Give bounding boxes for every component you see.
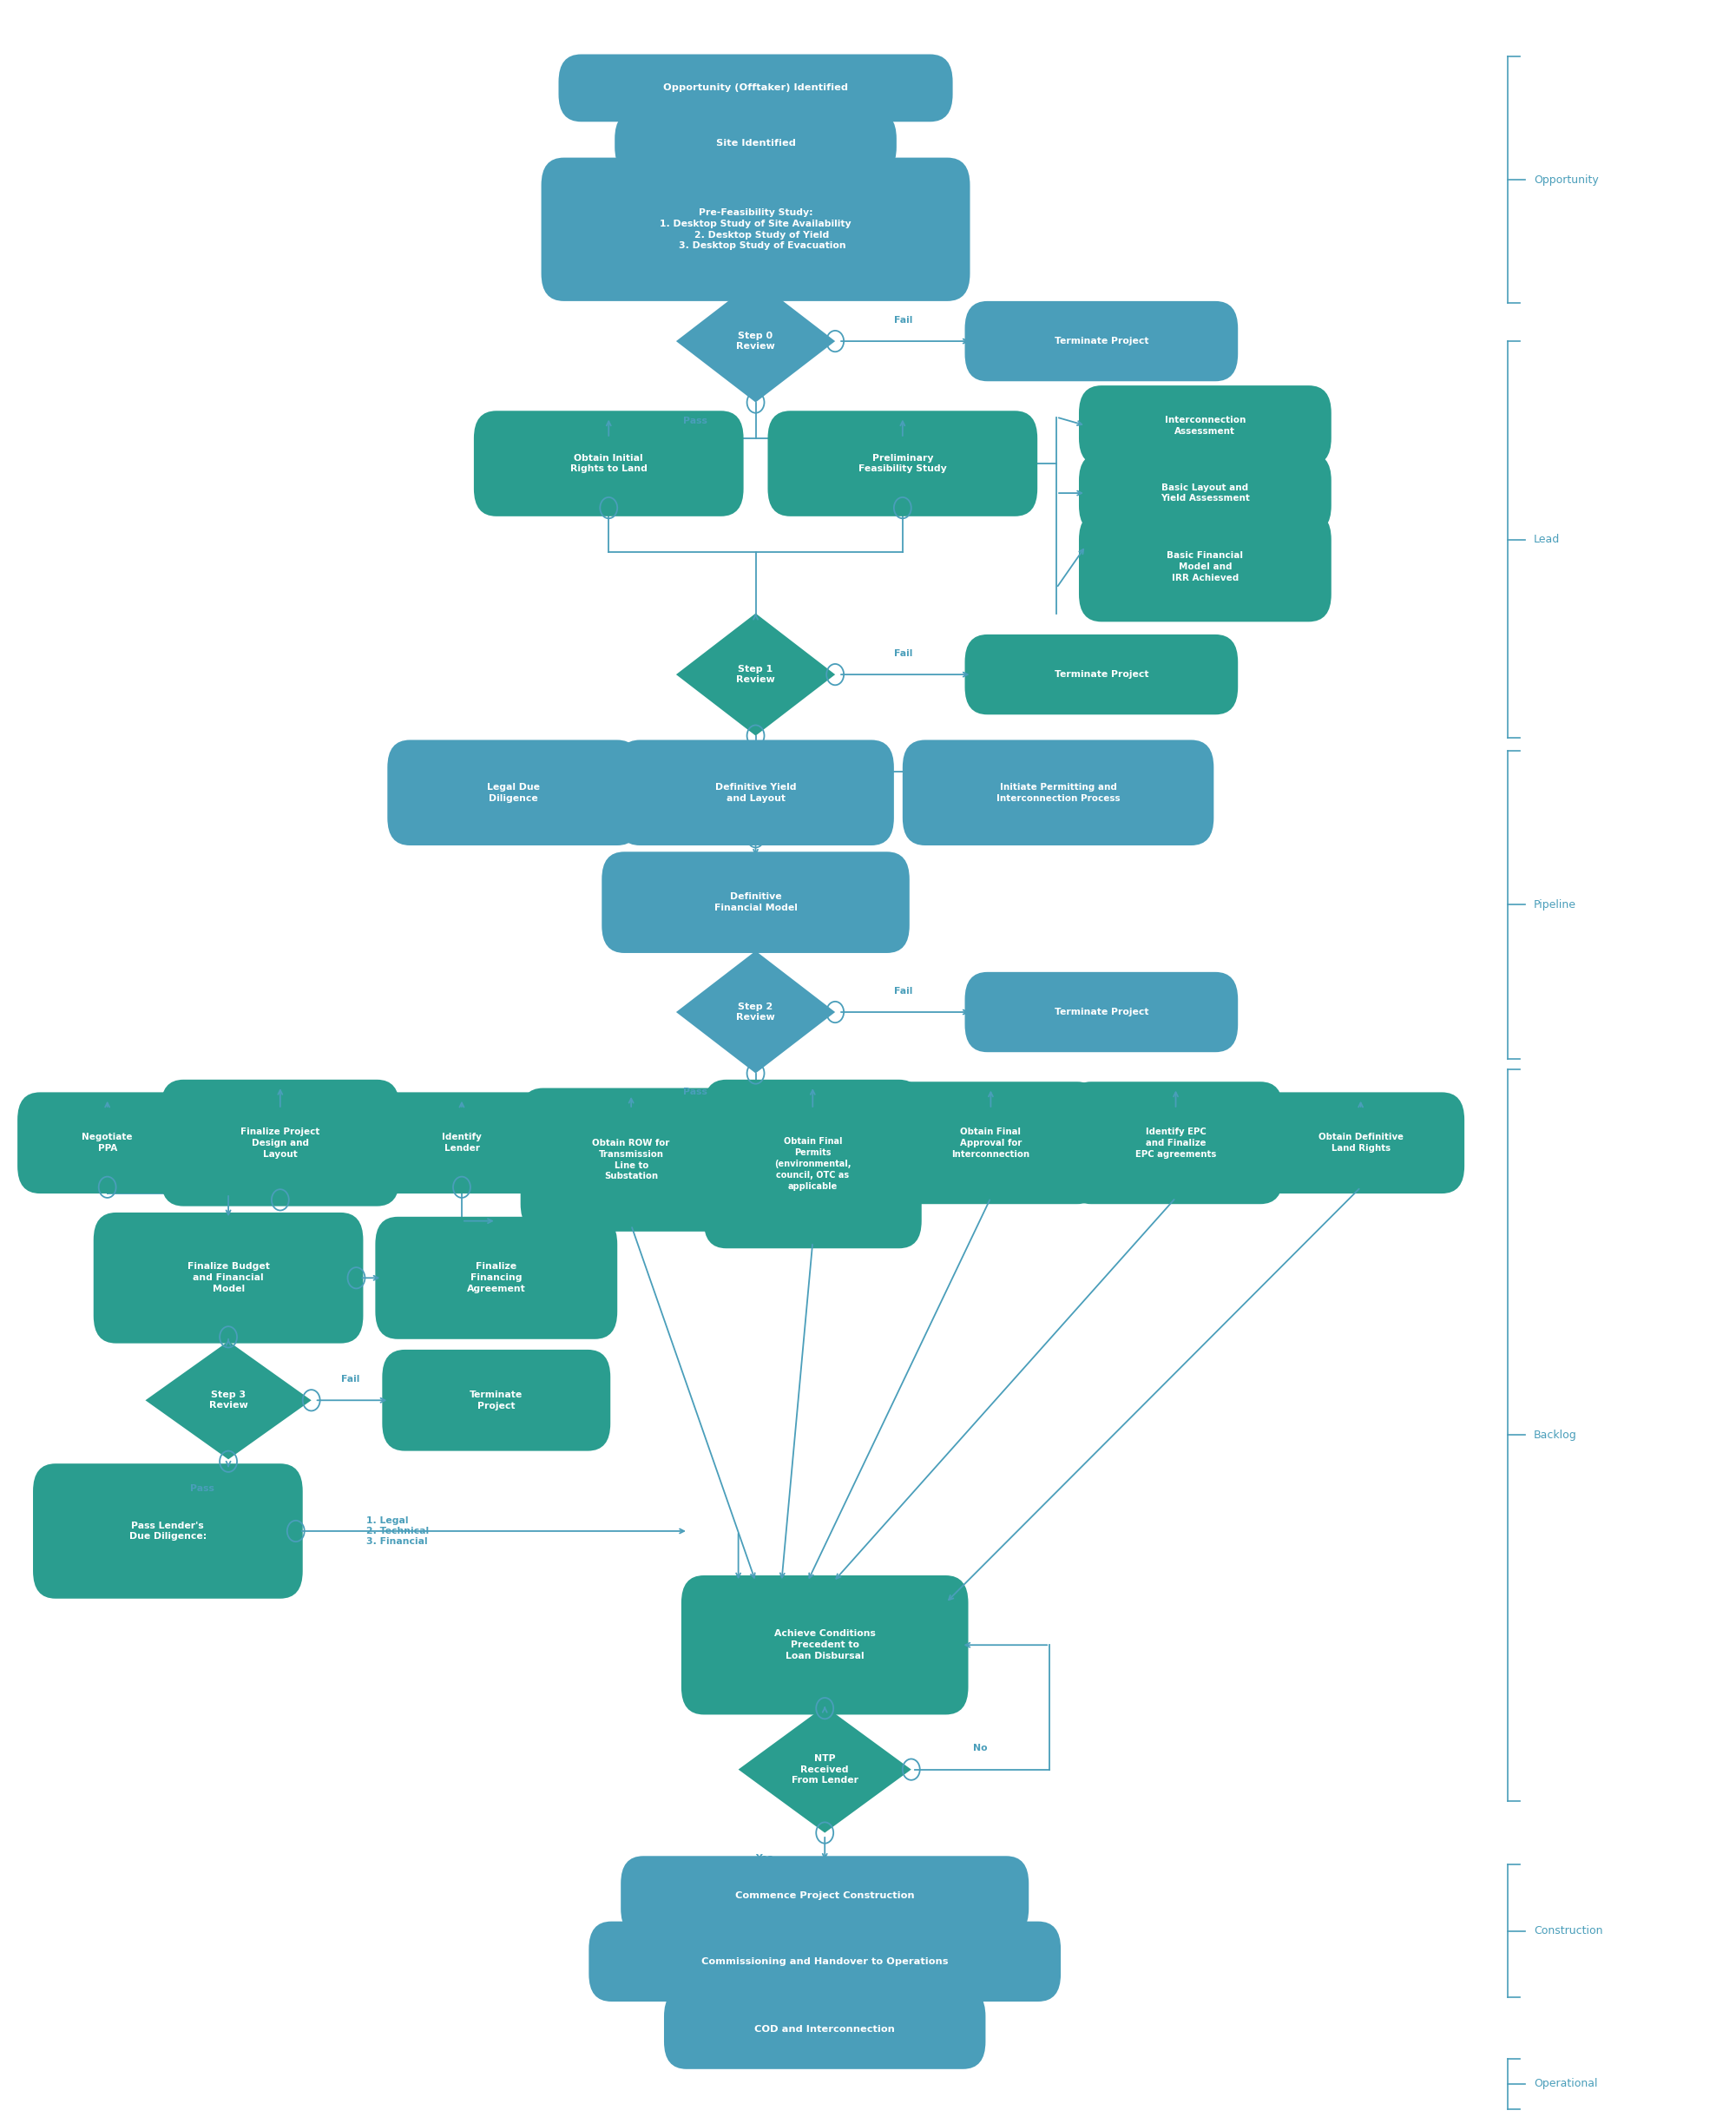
FancyBboxPatch shape bbox=[882, 1082, 1099, 1205]
Text: Pass: Pass bbox=[191, 1484, 215, 1492]
Text: Pre-Feasibility Study:
1. Desktop Study of Site Availability
    2. Desktop Stud: Pre-Feasibility Study: 1. Desktop Study … bbox=[660, 207, 851, 250]
FancyBboxPatch shape bbox=[703, 1080, 922, 1249]
Text: Yes: Yes bbox=[755, 1854, 773, 1863]
Text: Terminate Project: Terminate Project bbox=[1054, 1008, 1149, 1016]
Text: Pass Lender's
Due Diligence:: Pass Lender's Due Diligence: bbox=[128, 1522, 207, 1541]
FancyBboxPatch shape bbox=[618, 741, 894, 845]
Polygon shape bbox=[675, 279, 835, 402]
Text: Step 1
Review: Step 1 Review bbox=[736, 665, 774, 684]
FancyBboxPatch shape bbox=[663, 1988, 986, 2068]
Text: Construction: Construction bbox=[1533, 1924, 1602, 1937]
Text: Definitive Yield
and Layout: Definitive Yield and Layout bbox=[715, 783, 797, 802]
Text: Obtain ROW for
Transmission
Line to
Substation: Obtain ROW for Transmission Line to Subs… bbox=[592, 1139, 670, 1181]
FancyBboxPatch shape bbox=[965, 972, 1238, 1052]
Text: Identify
Lender: Identify Lender bbox=[443, 1133, 481, 1154]
Text: Step 0
Review: Step 0 Review bbox=[736, 332, 774, 351]
Text: Backlog: Backlog bbox=[1533, 1429, 1576, 1442]
Text: Pass: Pass bbox=[682, 1088, 707, 1097]
Text: Initiate Permitting and
Interconnection Process: Initiate Permitting and Interconnection … bbox=[996, 783, 1120, 802]
Text: Fail: Fail bbox=[894, 987, 913, 995]
Text: Fail: Fail bbox=[894, 315, 913, 324]
Text: Terminate
Project: Terminate Project bbox=[470, 1391, 523, 1410]
FancyBboxPatch shape bbox=[1257, 1092, 1465, 1194]
FancyBboxPatch shape bbox=[621, 1857, 1029, 1937]
Text: Negotiate
PPA: Negotiate PPA bbox=[82, 1133, 132, 1154]
Text: Terminate Project: Terminate Project bbox=[1054, 337, 1149, 345]
FancyBboxPatch shape bbox=[387, 741, 641, 845]
FancyBboxPatch shape bbox=[161, 1080, 399, 1207]
Text: Finalize Budget
and Financial
Model: Finalize Budget and Financial Model bbox=[187, 1262, 269, 1293]
Text: Interconnection
Assessment: Interconnection Assessment bbox=[1165, 415, 1246, 436]
Text: Step 2
Review: Step 2 Review bbox=[736, 1001, 774, 1023]
Text: Operational: Operational bbox=[1533, 2079, 1597, 2089]
FancyBboxPatch shape bbox=[767, 411, 1038, 517]
FancyBboxPatch shape bbox=[368, 1092, 556, 1194]
FancyBboxPatch shape bbox=[1078, 453, 1332, 533]
FancyBboxPatch shape bbox=[965, 635, 1238, 716]
FancyBboxPatch shape bbox=[1069, 1082, 1283, 1205]
Text: Opportunity: Opportunity bbox=[1533, 174, 1599, 186]
Text: Basic Financial
Model and
IRR Achieved: Basic Financial Model and IRR Achieved bbox=[1167, 550, 1243, 582]
FancyBboxPatch shape bbox=[602, 851, 910, 953]
Polygon shape bbox=[675, 951, 835, 1073]
Text: Definitive
Financial Model: Definitive Financial Model bbox=[713, 893, 797, 912]
Text: Fail: Fail bbox=[894, 650, 913, 658]
Text: Obtain Initial
Rights to Land: Obtain Initial Rights to Land bbox=[569, 453, 648, 474]
Text: Obtain Final
Approval for
Interconnection: Obtain Final Approval for Interconnectio… bbox=[951, 1128, 1029, 1158]
Text: 1. Legal
2. Technical
3. Financial: 1. Legal 2. Technical 3. Financial bbox=[366, 1516, 429, 1545]
FancyBboxPatch shape bbox=[615, 112, 896, 174]
Text: Identify EPC
and Finalize
EPC agreements: Identify EPC and Finalize EPC agreements bbox=[1135, 1128, 1217, 1158]
Text: Pass: Pass bbox=[682, 749, 707, 760]
Polygon shape bbox=[146, 1342, 311, 1459]
Text: Basic Layout and
Yield Assessment: Basic Layout and Yield Assessment bbox=[1160, 483, 1250, 504]
FancyBboxPatch shape bbox=[474, 411, 743, 517]
Text: Finalize Project
Design and
Layout: Finalize Project Design and Layout bbox=[241, 1128, 319, 1158]
FancyBboxPatch shape bbox=[375, 1217, 618, 1340]
Text: Fail: Fail bbox=[340, 1374, 359, 1385]
FancyBboxPatch shape bbox=[681, 1575, 969, 1715]
Text: Lead: Lead bbox=[1533, 533, 1561, 546]
Text: Opportunity (Offtaker) Identified: Opportunity (Offtaker) Identified bbox=[663, 85, 849, 93]
Text: Terminate Project: Terminate Project bbox=[1054, 671, 1149, 680]
Text: Commissioning and Handover to Operations: Commissioning and Handover to Operations bbox=[701, 1956, 948, 1967]
Text: Preliminary
Feasibility Study: Preliminary Feasibility Study bbox=[858, 453, 946, 474]
Text: Pass: Pass bbox=[682, 417, 707, 426]
FancyBboxPatch shape bbox=[1078, 385, 1332, 466]
Polygon shape bbox=[738, 1706, 911, 1833]
Text: Legal Due
Diligence: Legal Due Diligence bbox=[488, 783, 540, 802]
Text: Finalize
Financing
Agreement: Finalize Financing Agreement bbox=[467, 1262, 526, 1293]
Text: No: No bbox=[974, 1744, 988, 1753]
Polygon shape bbox=[675, 614, 835, 737]
Text: NTP
Received
From Lender: NTP Received From Lender bbox=[792, 1755, 858, 1785]
Text: Obtain Definitive
Land Rights: Obtain Definitive Land Rights bbox=[1318, 1133, 1403, 1154]
Text: COD and Interconnection: COD and Interconnection bbox=[755, 2024, 896, 2032]
FancyBboxPatch shape bbox=[382, 1351, 611, 1450]
FancyBboxPatch shape bbox=[94, 1213, 363, 1344]
Text: Achieve Conditions
Precedent to
Loan Disbursal: Achieve Conditions Precedent to Loan Dis… bbox=[774, 1630, 875, 1660]
Text: Commence Project Construction: Commence Project Construction bbox=[734, 1893, 915, 1901]
FancyBboxPatch shape bbox=[542, 157, 970, 301]
FancyBboxPatch shape bbox=[589, 1922, 1061, 2001]
FancyBboxPatch shape bbox=[521, 1088, 741, 1232]
Text: Step 3
Review: Step 3 Review bbox=[208, 1391, 248, 1410]
FancyBboxPatch shape bbox=[1078, 512, 1332, 622]
Text: Site Identified: Site Identified bbox=[715, 138, 795, 148]
FancyBboxPatch shape bbox=[559, 55, 953, 123]
FancyBboxPatch shape bbox=[17, 1092, 198, 1194]
FancyBboxPatch shape bbox=[33, 1463, 302, 1598]
Text: Obtain Final
Permits
(environmental,
council, OTC as
applicable: Obtain Final Permits (environmental, cou… bbox=[774, 1137, 851, 1190]
FancyBboxPatch shape bbox=[903, 741, 1213, 845]
Text: Pipeline: Pipeline bbox=[1533, 900, 1576, 910]
FancyBboxPatch shape bbox=[965, 301, 1238, 381]
